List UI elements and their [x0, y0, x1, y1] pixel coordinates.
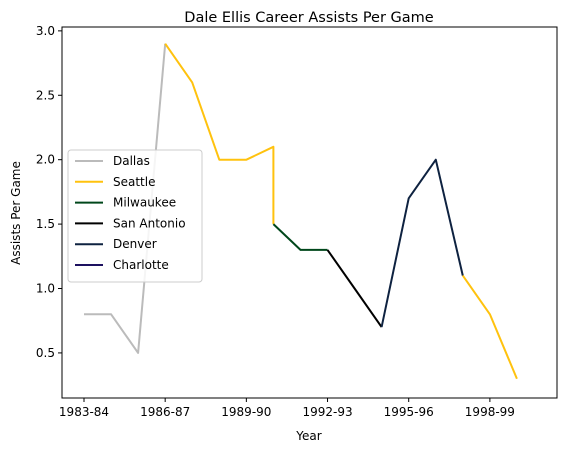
legend-label: Milwaukee: [113, 196, 176, 210]
x-tick-label: 1986-87: [140, 405, 190, 419]
x-tick-label: 1983-84: [59, 405, 109, 419]
x-tick-label: 1989-90: [221, 405, 271, 419]
series-line-denver: [380, 158, 464, 328]
y-axis-label: Assists Per Game: [9, 161, 23, 265]
legend-label: Denver: [113, 237, 157, 251]
chart-title: Dale Ellis Career Assists Per Game: [184, 10, 434, 26]
y-tick-label: 1.5: [36, 217, 55, 231]
series-line-milwaukee: [272, 223, 328, 251]
x-tick-label: 1995-96: [384, 405, 434, 419]
legend-label: San Antonio: [113, 216, 186, 230]
legend-label: Charlotte: [113, 258, 169, 272]
y-tick-label: 0.5: [36, 346, 55, 360]
legend: Dallas Seattle Milwaukee San Antonio Denver C…: [67, 149, 203, 283]
series-line-san-antonio: [326, 249, 383, 328]
legend-box: [67, 149, 203, 283]
series-line-seattle: [461, 275, 518, 380]
x-axis: 1983-84 1986-87 1989-90 1992-93 1995-96 1998-…: [59, 398, 515, 419]
x-axis-label: Year: [295, 429, 321, 443]
plot-area: [61, 26, 558, 399]
legend-label: Seattle: [113, 175, 155, 189]
y-tick-label: 1.0: [36, 282, 55, 296]
y-tick-label: 2.5: [36, 88, 55, 102]
y-axis: 0.5 1.0 1.5 2.0 2.5 3.0: [36, 24, 62, 360]
y-tick-label: 2.0: [36, 153, 55, 167]
series-line-seattle: [164, 43, 275, 225]
x-tick-label: 1998-99: [465, 405, 515, 419]
legend-label: Dallas: [113, 154, 150, 168]
y-tick-label: 3.0: [36, 24, 55, 38]
x-tick-label: 1992-93: [302, 405, 352, 419]
